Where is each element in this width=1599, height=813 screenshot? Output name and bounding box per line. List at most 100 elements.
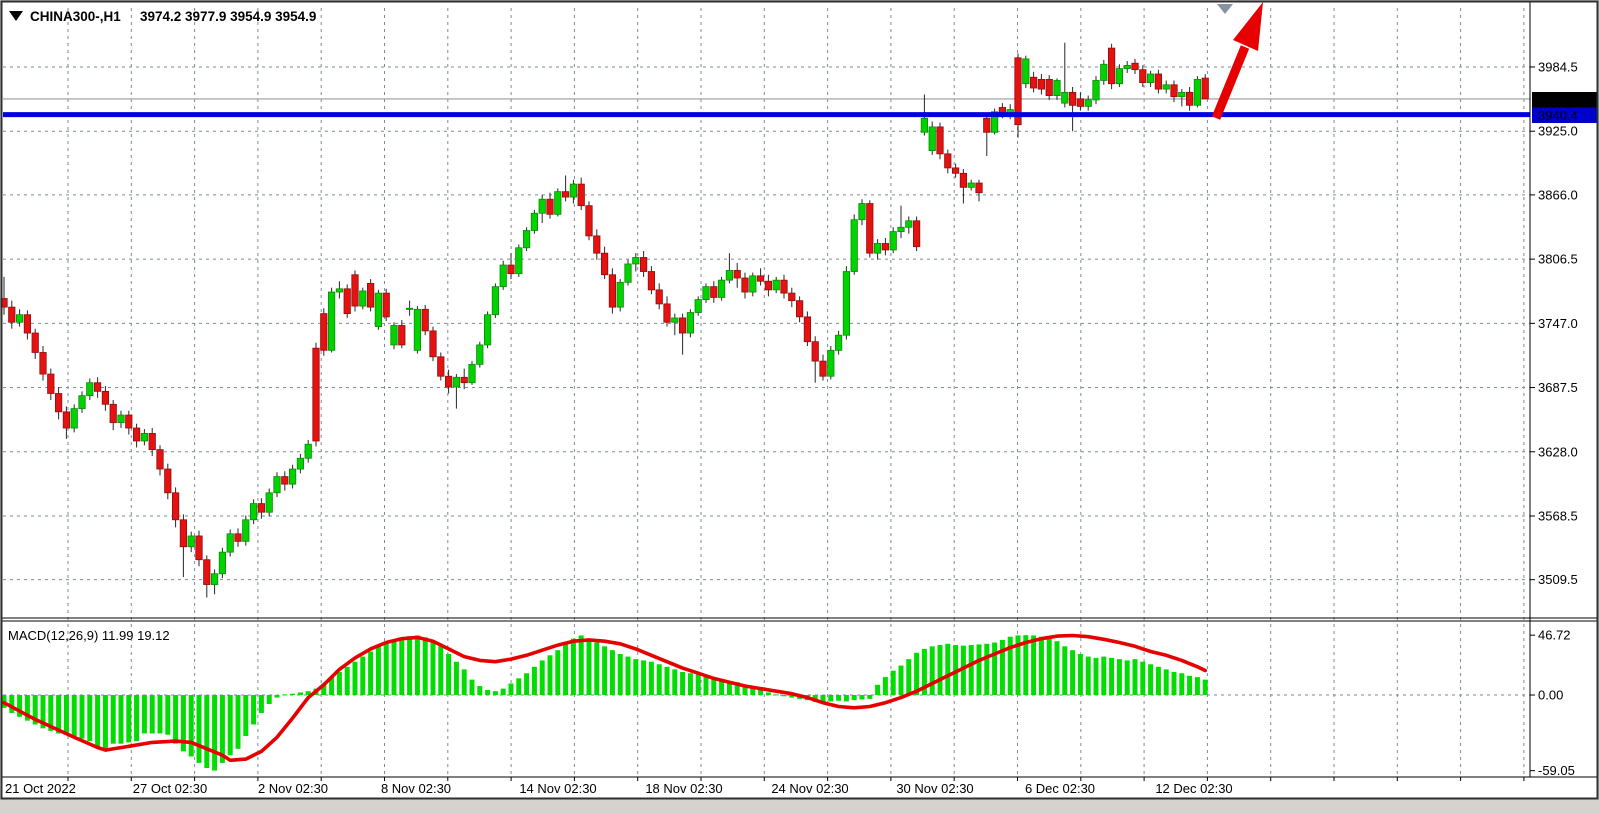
macd-bar (1116, 659, 1122, 696)
macd-histogram-group (1, 635, 1208, 771)
candle-body (975, 182, 983, 194)
macd-bar (290, 693, 296, 696)
candle-body (983, 117, 991, 133)
macd-bar (578, 635, 584, 696)
candle-body (312, 347, 320, 442)
candle-body (866, 203, 874, 254)
macd-bar (173, 695, 179, 744)
macd-bar (118, 695, 124, 744)
candle-body (242, 519, 250, 542)
macd-bar (1085, 656, 1091, 696)
candle-body (1170, 84, 1178, 98)
candle-body (8, 306, 16, 323)
candle-body (624, 263, 632, 283)
macd-bar (1015, 635, 1021, 696)
candle-body (281, 476, 289, 485)
macd-bar (438, 646, 444, 696)
time-tick-label: 21 Oct 2022 (5, 781, 76, 796)
macd-bar (453, 661, 459, 696)
candle-body (437, 356, 445, 377)
symbol-dropdown-triangle-icon[interactable] (9, 11, 23, 21)
price-tick-label: 3747.0 (1538, 316, 1578, 331)
macd-bar (422, 637, 428, 696)
time-tick-label: 12 Dec 02:30 (1155, 781, 1232, 796)
macd-bar (656, 664, 662, 696)
bid-price-badge: 3954.9 (1532, 92, 1597, 108)
macd-bar (446, 654, 452, 696)
macd-bar (399, 637, 405, 696)
candle-body (125, 414, 133, 429)
macd-bar (843, 695, 849, 702)
macd-bar (765, 692, 771, 696)
macd-bar (1070, 650, 1076, 696)
macd-bar (1054, 641, 1060, 696)
candle-body (413, 308, 422, 351)
candle-body (374, 292, 383, 327)
candle-body (234, 533, 242, 542)
symbol-marker-triangle-icon (1217, 4, 1233, 14)
candle-body (218, 551, 226, 575)
macd-bar (750, 687, 756, 696)
candle-body (616, 281, 624, 308)
macd-bar (40, 695, 46, 729)
macd-bar (1038, 636, 1044, 696)
candle-body (1115, 68, 1123, 85)
candle-body (515, 247, 523, 275)
macd-tick-label: 0.00 (1538, 688, 1563, 703)
candle-body (70, 408, 78, 429)
candle-body (483, 314, 492, 346)
candle-body (1178, 91, 1186, 98)
macd-axis-labels: 46.72 0.00 -59.05 (1530, 628, 1575, 778)
macd-bar (773, 694, 779, 696)
candle-body (320, 313, 328, 351)
macd-bar (251, 695, 257, 725)
candle-body (39, 352, 47, 375)
macd-bar (859, 695, 865, 700)
candle-body (47, 373, 55, 394)
time-tick-label: 8 Nov 02:30 (381, 781, 451, 796)
macd-bar (648, 661, 654, 696)
macd-bar (867, 695, 873, 699)
macd-bar (906, 659, 912, 696)
candle-body (952, 167, 960, 174)
candle-body (1123, 64, 1131, 70)
candle-body (226, 533, 234, 553)
macd-bar (360, 656, 366, 696)
candle-body (171, 492, 180, 521)
candle-body (94, 382, 102, 392)
macd-bar (586, 638, 592, 696)
candle-body (444, 375, 453, 388)
macd-bar (1148, 664, 1154, 696)
candle-body (671, 317, 679, 323)
candle-body (663, 303, 671, 323)
macd-bar (32, 695, 38, 725)
macd-bar (196, 695, 202, 763)
price-tick-label: 3866.0 (1538, 187, 1578, 202)
candle-body (132, 427, 141, 442)
macd-bar (266, 695, 272, 704)
macd-bar (1101, 656, 1107, 696)
macd-bar (102, 695, 108, 749)
macd-bar (999, 639, 1005, 696)
candle-body (398, 325, 406, 346)
candle-body (468, 363, 476, 384)
candle-body (1201, 77, 1209, 100)
candle-body (530, 212, 539, 231)
macd-bar (984, 643, 990, 696)
candle-body (554, 191, 562, 215)
macd-bar (617, 654, 623, 696)
candle-body (959, 172, 968, 188)
macd-bar (703, 675, 709, 696)
macd-bar (9, 695, 15, 713)
candle-body (31, 332, 39, 353)
macd-bar (828, 695, 834, 702)
candle-body (944, 153, 952, 169)
macd-bar (898, 665, 904, 696)
candle-body (1014, 57, 1022, 126)
price-tick-label: 3925.0 (1538, 124, 1578, 139)
trend-arrow[interactable] (1211, 2, 1263, 120)
blue-line-badge: 3940.4 (1532, 107, 1597, 123)
macd-bar (594, 642, 600, 696)
candle-body (491, 286, 500, 316)
